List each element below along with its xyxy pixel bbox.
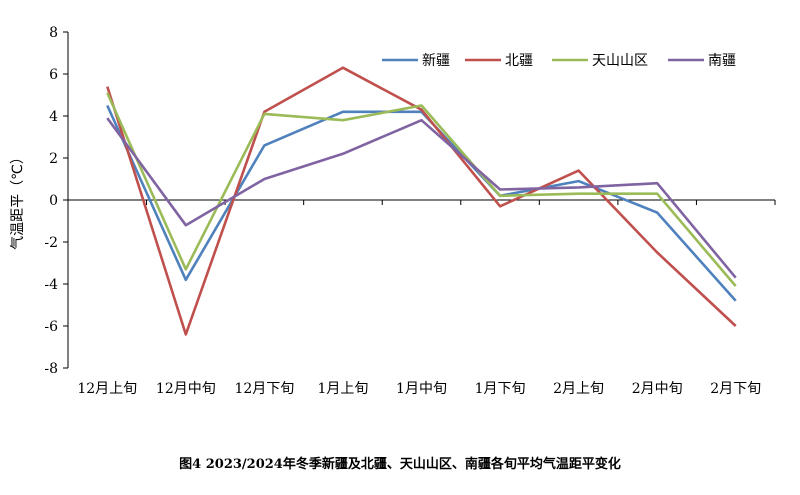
series-line xyxy=(106,66,737,336)
x-tick-label: 1月中旬 xyxy=(396,381,447,397)
series-line xyxy=(106,117,737,279)
x-tick-label: 1月上旬 xyxy=(317,381,368,397)
legend-label: 新疆 xyxy=(422,53,450,69)
y-tick-label: -4 xyxy=(44,277,58,293)
x-tick-label: 2月下旬 xyxy=(710,381,761,397)
chart: 8 6 4 2 0 -2 -4 -6 -8 12月上旬 12月中旬 12月下旬 1月上旬 1月中旬 1月下旬… xyxy=(10,25,776,397)
x-tick-label: 12月下旬 xyxy=(234,381,294,397)
y-tick-label: 2 xyxy=(49,151,58,167)
y-tick-label: -8 xyxy=(44,361,58,377)
x-tick-label: 2月上旬 xyxy=(553,381,604,397)
x-tick-label: 1月下旬 xyxy=(475,381,526,397)
legend-label: 南疆 xyxy=(708,53,736,69)
y-tick-label: -6 xyxy=(44,319,58,335)
y-axis-title: 气温距平（℃） xyxy=(10,150,26,250)
legend-label: 天山山区 xyxy=(592,53,648,69)
y-tick-label: 8 xyxy=(49,25,58,41)
series-line xyxy=(106,104,737,302)
series-line xyxy=(106,92,737,287)
y-tick-label: 0 xyxy=(49,193,58,209)
x-tick-label: 12月中旬 xyxy=(156,381,216,397)
chart-caption: 图4 2023/2024年冬季新疆及北疆、天山山区、南疆各旬平均气温距平变化 xyxy=(179,457,621,472)
x-tick-label: 2月中旬 xyxy=(632,381,683,397)
legend-label: 北疆 xyxy=(505,53,533,69)
x-tick-label: 12月上旬 xyxy=(77,381,137,397)
y-tick-label: 6 xyxy=(49,67,58,83)
y-tick-label: -2 xyxy=(44,235,58,251)
y-tick-label: 4 xyxy=(49,109,58,125)
